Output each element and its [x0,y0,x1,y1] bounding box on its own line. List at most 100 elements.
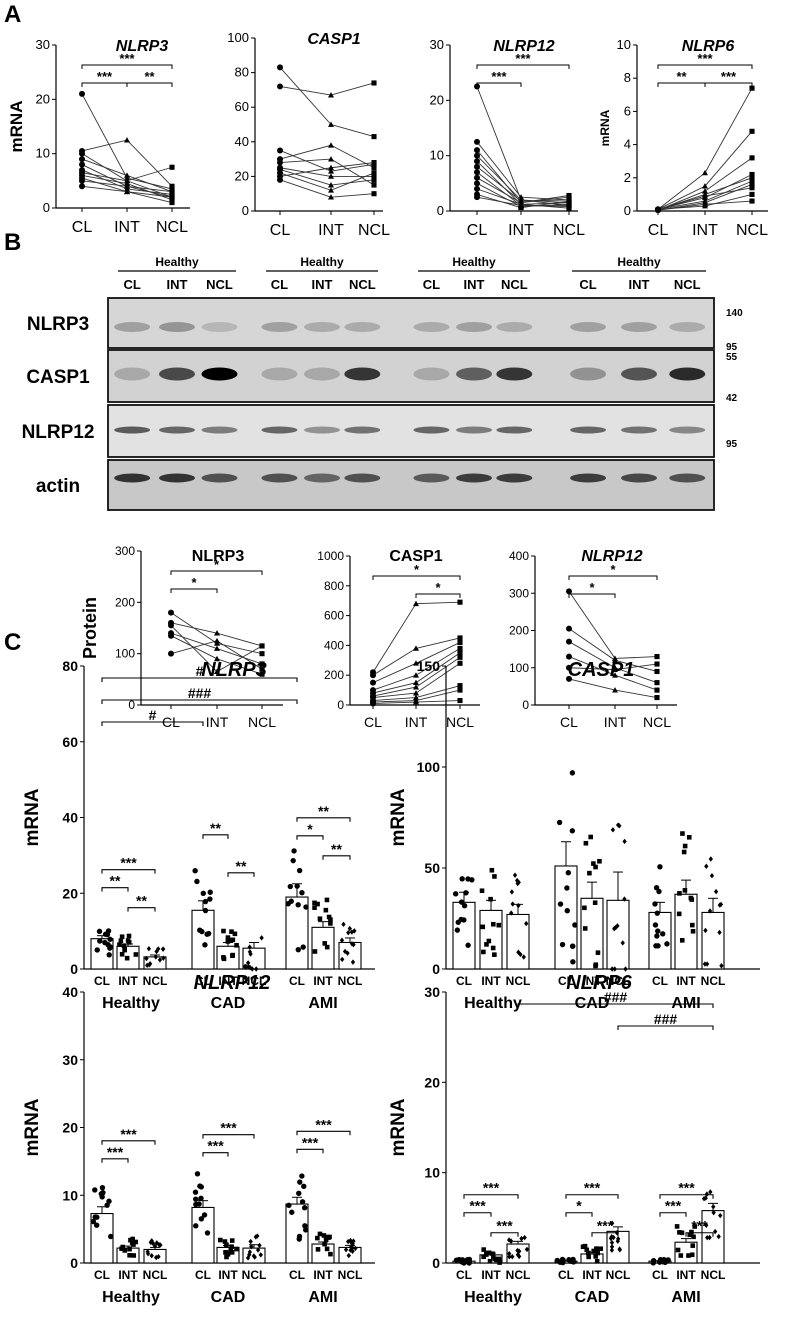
data-point [194,1171,201,1177]
data-point [247,949,253,955]
data-point [510,901,515,907]
blot-band [344,473,381,483]
series-line [279,67,375,138]
significance-bracket [101,869,156,874]
data-point [717,929,722,936]
data-point [515,1252,521,1258]
data-point [323,907,329,913]
data-point [214,637,220,644]
data-point [300,944,306,950]
data-point [711,1204,716,1210]
data-point [371,165,377,171]
y-tick-label: 40 [62,984,78,1000]
y-tick-label: 200 [324,668,344,682]
blot-size-marker: 140 [726,308,743,319]
data-point [246,960,251,966]
data-point [704,1191,710,1197]
data-point [79,150,85,157]
data-point [352,928,357,934]
data-point [234,1246,239,1252]
y-tick-label: 1000 [317,549,344,563]
data-point [317,1231,323,1237]
cohort-label: Healthy [102,1289,160,1306]
data-point [463,890,469,896]
significance-bracket [685,1232,714,1237]
y-tick-label: 400 [509,549,529,563]
data-point [149,1253,154,1259]
data-point [225,939,231,944]
data-point [474,138,480,145]
data-point [491,921,496,927]
data-point [232,931,238,937]
series-line [568,591,658,659]
data-point [474,158,480,165]
data-point [328,168,334,174]
chart-title: NLRP6 [682,38,735,55]
data-point [749,185,755,191]
blot-band [261,367,298,381]
data-point [229,1238,235,1243]
data-point [198,1195,204,1201]
data-point [371,182,377,188]
data-point [303,1227,309,1233]
blot-band [344,426,381,434]
significance-label: *** [120,855,137,871]
data-point [509,889,515,895]
data-point [488,896,493,902]
data-point [616,1236,621,1242]
data-point [749,198,755,204]
data-point [707,1234,712,1241]
data-point [259,661,265,667]
y-tick-label: 80 [62,658,78,674]
y-tick-label: 20 [235,168,249,183]
data-point [371,80,377,86]
data-point [749,191,755,197]
x-tick-label: CL [648,222,669,239]
x-tick-label: NCL [143,974,168,988]
blot-band [201,367,238,381]
data-point [106,1198,112,1204]
significance-label: * [589,580,595,595]
blot-band [456,322,492,332]
chart-title: NLRP12 [194,972,271,994]
significance-label: *** [483,1180,500,1196]
blot-row-label: actin [36,476,80,497]
data-point [202,898,209,905]
data-point [719,963,724,969]
blot-band [304,473,340,483]
line-chart-A-CASP1: 0 20 40 60 80 100 CL INT NCL CASP1 [227,30,390,239]
data-point [654,680,660,686]
data-point [169,164,175,170]
data-point [221,928,226,934]
significance-label: ** [318,803,329,819]
x-tick-label: NCL [553,222,585,239]
blot-lane-label: NCL [349,277,376,292]
data-point [612,666,618,673]
blot-lane-label: CL [579,277,596,292]
bar [338,941,362,970]
significance-bracket [296,817,351,822]
data-point [594,1258,600,1264]
data-point [617,823,622,829]
bar [701,911,725,970]
blot-band [456,367,492,381]
blot-lane-label: CL [423,277,440,292]
data-point [202,942,208,948]
data-point [315,1235,320,1241]
data-point [583,840,589,846]
cohort-label: Healthy [464,1289,522,1306]
x-tick-label: NCL [736,222,768,239]
significance-label: ** [331,841,342,857]
data-point [328,194,334,200]
x-tick-label: NCL [606,974,631,988]
significance-label: * [414,562,420,577]
data-point [202,907,209,914]
significance-bracket [322,855,351,860]
data-point [474,163,480,170]
x-tick-label: CL [270,222,291,239]
data-point [457,660,463,666]
data-point [524,920,529,927]
panel-label-b: B [4,229,21,256]
blot-band [413,473,450,483]
